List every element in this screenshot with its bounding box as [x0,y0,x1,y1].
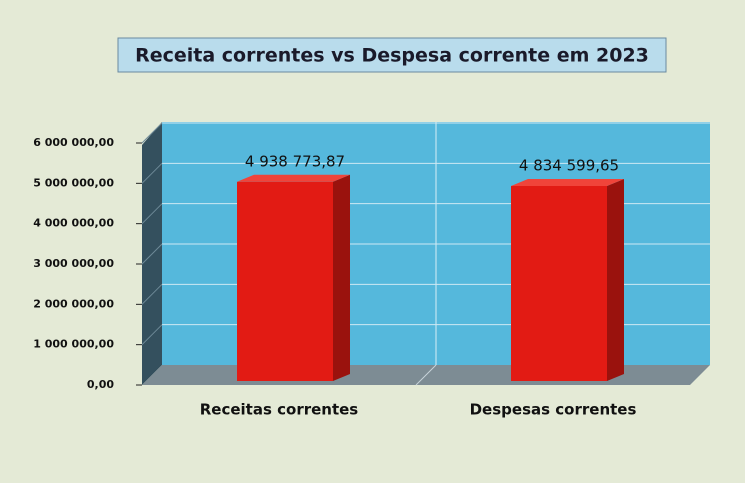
grid-line-side [141,203,163,225]
chart-title: Receita correntes vs Despesa corrente em… [135,45,649,67]
bar [237,181,333,381]
value-label: 4 938 773,87 [245,152,345,170]
title-box [117,37,667,73]
divider-floor [415,364,437,386]
grid-line-side [141,283,163,305]
y-tick-label: 3 000 000,00 [33,257,114,270]
grid-line-side [141,122,163,144]
grid-line-side [141,162,163,184]
x-tick-label: Receitas correntes [200,401,359,419]
bar-side [607,179,624,381]
grid-line-side [141,243,163,265]
grid-line-side [141,324,163,346]
y-tick-label: 5 000 000,00 [33,176,114,189]
y-tick-label: 4 000 000,00 [33,217,114,230]
x-tick-label: Despesas correntes [470,401,637,419]
y-tick-label: 2 000 000,00 [33,297,114,310]
bar [511,186,607,381]
value-label: 4 834 599,65 [519,157,619,175]
bar-top [237,174,350,182]
bar-side [333,174,350,381]
bar-top [511,179,624,187]
y-tick-label: 1 000 000,00 [33,338,114,351]
y-tick-label: 6 000 000,00 [33,136,114,149]
y-tick-label: 0,00 [87,378,114,391]
